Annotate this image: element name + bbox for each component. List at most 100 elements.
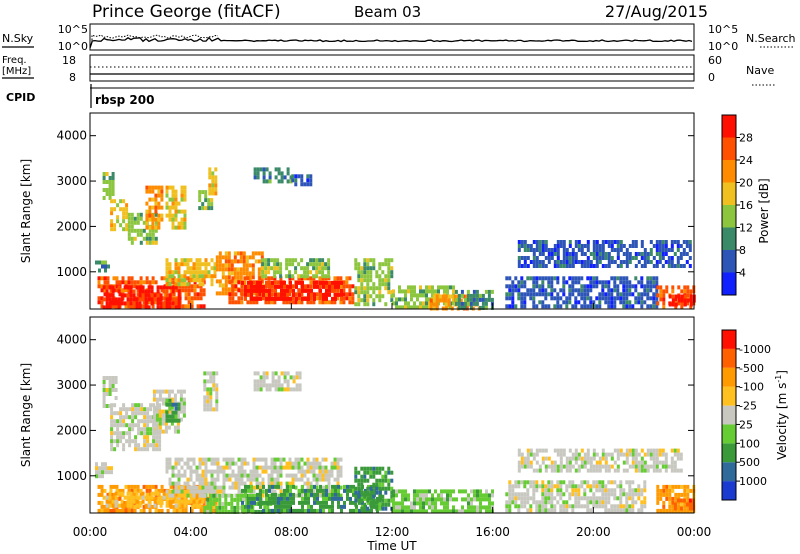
power-cell	[484, 297, 488, 302]
velocity-cell	[182, 405, 186, 410]
velocity-cell	[158, 421, 162, 426]
velocity-cell	[689, 488, 693, 493]
velocity-cell	[363, 490, 367, 495]
velocity-cell	[547, 496, 551, 501]
power-region-12	[165, 258, 217, 287]
velocity-cell	[306, 461, 310, 466]
power-cell	[390, 274, 394, 279]
power-cell	[481, 305, 485, 310]
velocity-cell	[132, 499, 136, 504]
velocity-cell	[104, 462, 107, 467]
velocity-cell	[114, 388, 118, 392]
velocity-cell	[138, 495, 142, 500]
power-cell	[432, 298, 436, 303]
velocity-cell	[610, 504, 614, 509]
power-cell	[640, 304, 644, 309]
power-cell	[363, 286, 367, 291]
velocity-cell	[523, 492, 527, 497]
velocity-cell	[325, 496, 328, 501]
power-cell	[300, 178, 304, 183]
power-cell	[237, 300, 241, 305]
power-cell	[532, 280, 536, 285]
velocity-cell	[231, 461, 235, 466]
power-cell	[251, 255, 255, 260]
power-cell	[236, 267, 240, 272]
velocity-cell	[313, 496, 316, 501]
velocity-cell	[252, 469, 256, 474]
velocity-cell	[140, 447, 144, 452]
power-cell	[256, 288, 259, 293]
velocity-cell	[523, 500, 527, 505]
velocity-cell	[661, 464, 665, 469]
power-cell	[523, 240, 527, 244]
power-cell	[381, 270, 385, 275]
velocity-cell	[586, 480, 590, 485]
velocity-cell	[331, 496, 334, 501]
velocity-cell	[186, 477, 190, 482]
power-cell	[113, 199, 117, 204]
power-cell	[97, 284, 101, 289]
velocity-cell	[274, 500, 277, 505]
velocity-cell	[258, 485, 262, 490]
power-cell	[613, 288, 617, 293]
velocity-cell	[634, 500, 638, 505]
velocity-cell	[369, 494, 373, 499]
power-cell	[221, 287, 225, 292]
power-ylabel: Slant Range [km]	[19, 159, 33, 263]
velocity-cell	[479, 505, 482, 510]
velocity-cell	[286, 508, 289, 513]
power-cell	[183, 282, 187, 287]
velocity-cell	[149, 443, 153, 448]
power-cell	[665, 289, 669, 294]
velocity-cell	[180, 485, 184, 490]
power-cell	[508, 296, 512, 301]
velocity-cell	[446, 489, 449, 494]
velocity-cell	[292, 496, 295, 501]
velocity-cell	[158, 393, 162, 398]
power-cell	[319, 280, 322, 285]
power-cell	[553, 244, 557, 248]
velocity-cell	[165, 457, 169, 462]
velocity-cell	[265, 500, 268, 505]
velocity-cell	[301, 500, 304, 505]
power-cell	[607, 300, 611, 305]
velocity-cell	[152, 443, 156, 448]
power-cell	[250, 288, 253, 293]
power-cell	[613, 260, 617, 264]
velocity-cell	[203, 403, 207, 408]
power-cell	[598, 256, 602, 260]
power-cell	[526, 276, 530, 281]
power-cell	[628, 244, 632, 248]
power-cell	[444, 302, 448, 307]
velocity-cell	[236, 509, 240, 514]
power-cell	[571, 248, 575, 252]
power-cell	[213, 266, 217, 271]
velocity-cell	[206, 403, 210, 408]
power-cell	[256, 171, 260, 176]
velocity-cell	[363, 494, 367, 499]
power-cell	[622, 280, 626, 285]
velocity-cell	[155, 435, 159, 440]
velocity-cell	[119, 435, 123, 440]
velocity-cell	[221, 493, 225, 498]
power-cell	[369, 286, 373, 291]
power-cell	[303, 270, 307, 275]
velocity-cell	[337, 504, 340, 509]
power-cell	[547, 248, 551, 252]
velocity-cell	[683, 500, 687, 505]
velocity-cell	[262, 484, 265, 489]
power-cell	[294, 258, 298, 263]
power-cell	[280, 280, 283, 285]
velocity-cell	[110, 470, 113, 475]
power-cell	[589, 280, 593, 285]
velocity-cell	[607, 464, 611, 469]
velocity-cell	[535, 500, 539, 505]
velocity-cell	[189, 485, 193, 490]
power-cell	[294, 270, 298, 275]
power-cell	[228, 300, 232, 305]
power-cell	[246, 300, 250, 305]
power-cell	[565, 304, 569, 309]
velocity-cell	[116, 443, 120, 448]
velocity-cell	[105, 376, 109, 380]
power-cell	[384, 262, 388, 267]
